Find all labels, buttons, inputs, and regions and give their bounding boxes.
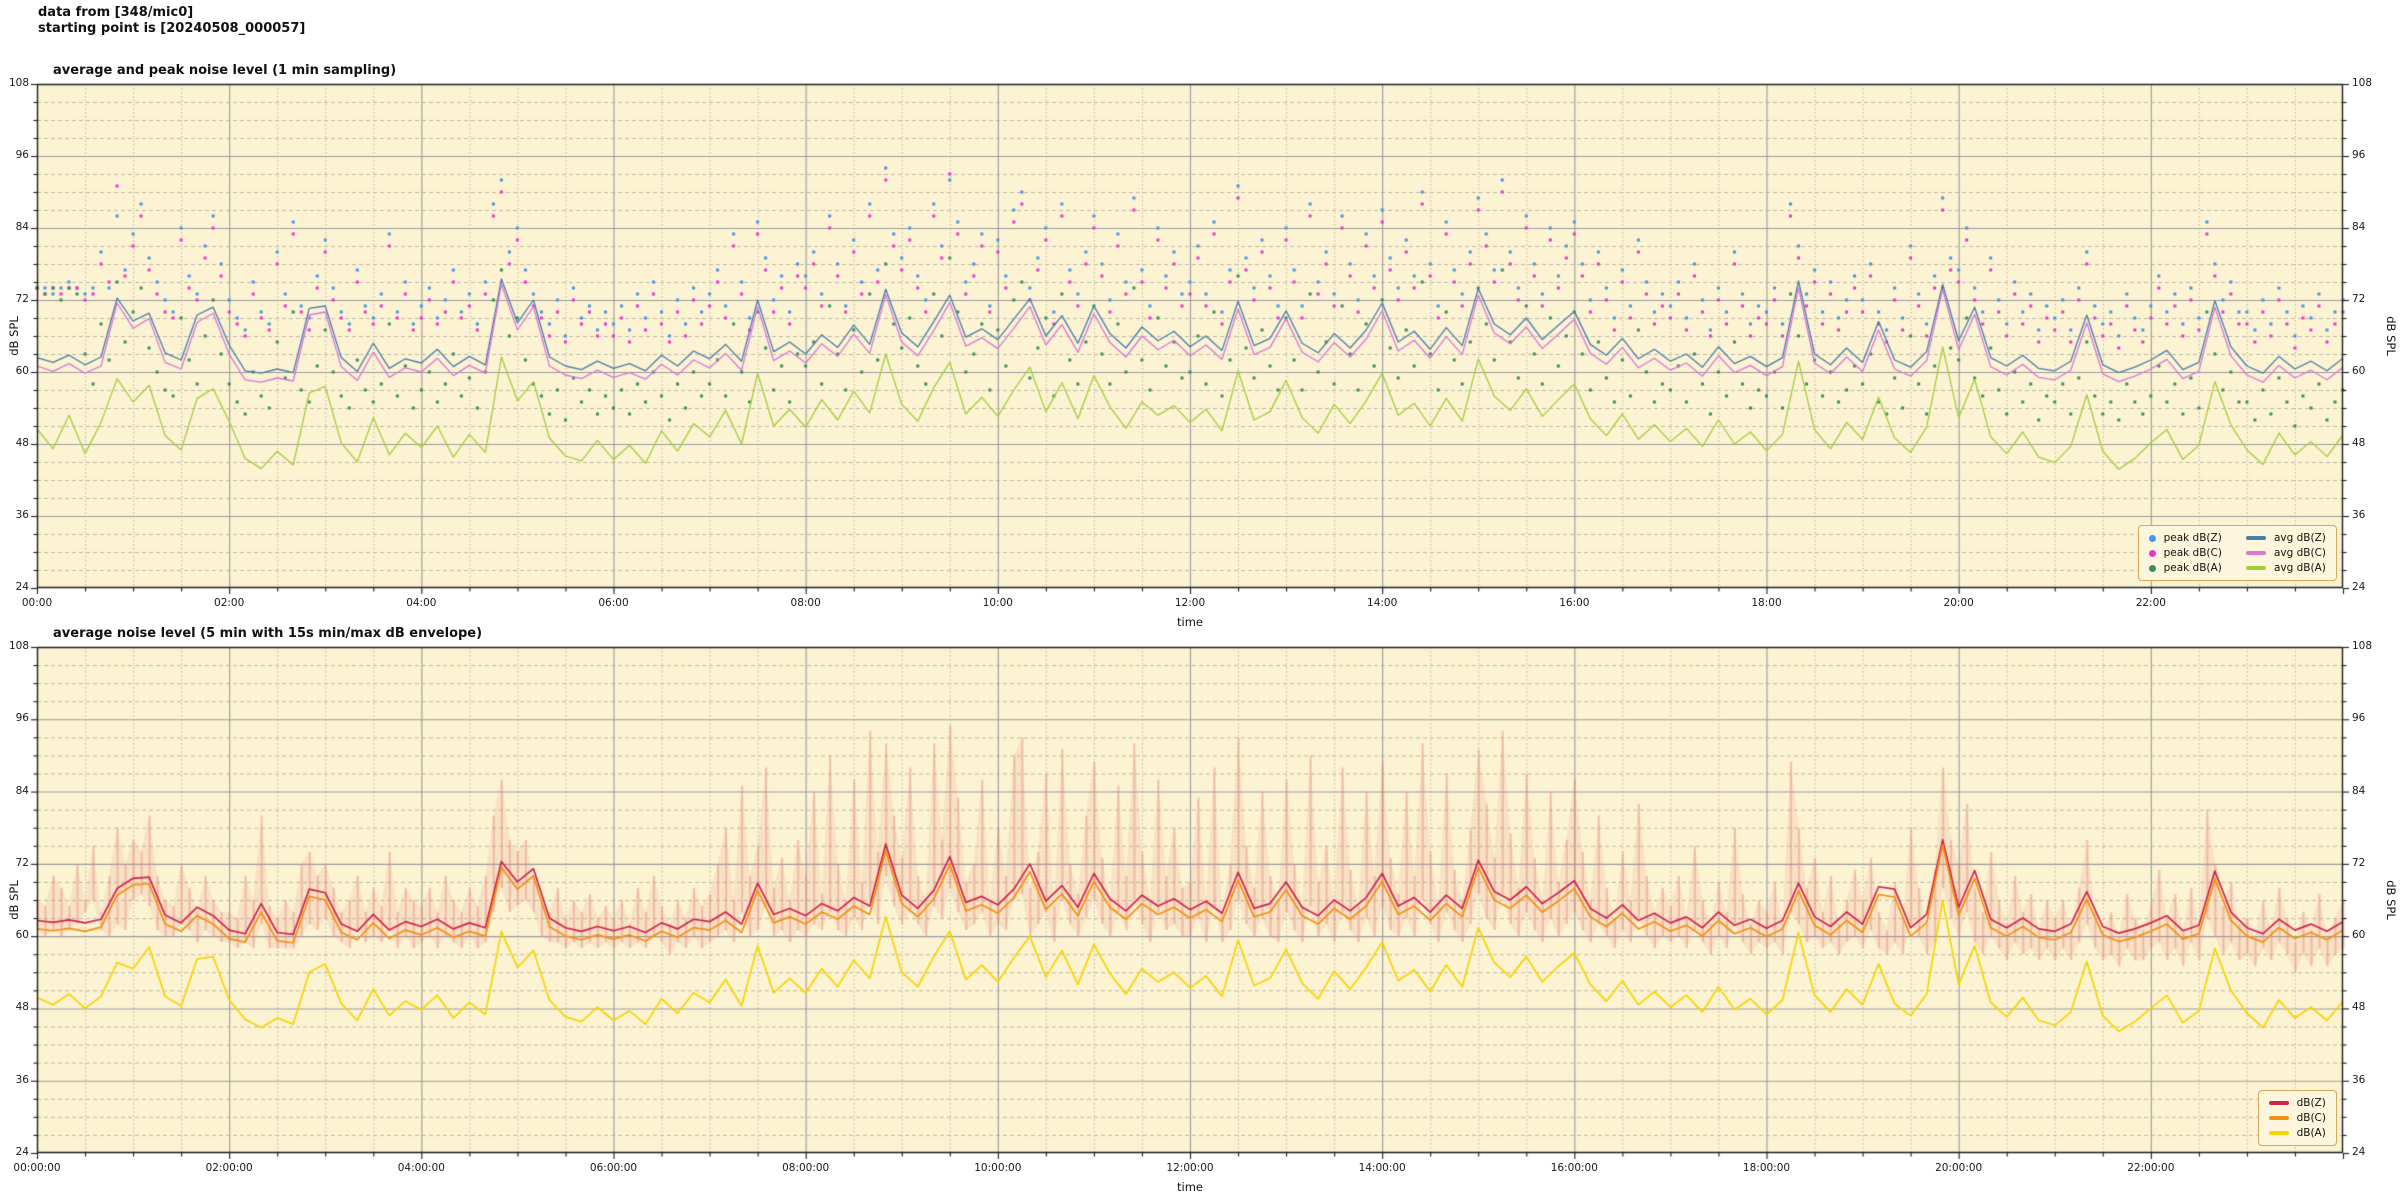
x-tick-label: 18:00:00 [1742, 1162, 1791, 1174]
y-tick-label: 36 [15, 1073, 29, 1086]
y-tick-label: 48 [2352, 1001, 2366, 1014]
y-tick-label: 96 [2352, 712, 2366, 725]
legend-line-marker [2268, 1131, 2289, 1135]
y-tick-label: 96 [2352, 149, 2366, 161]
x-tick-label: 10:00 [982, 597, 1013, 609]
x-tick-label: 04:00 [406, 597, 437, 609]
legend: peak dB(Z) peak dB(C) peak dB(A) avg dB(Z) a… [2137, 525, 2337, 581]
y-tick-label: 60 [2352, 929, 2366, 942]
chart-canvas [21, 68, 2359, 604]
x-tick-label: 20:00:00 [1935, 1162, 1983, 1174]
y-tick-label: 108 [8, 77, 29, 89]
x-tick-label: 10:00:00 [974, 1162, 1022, 1174]
x-tick-label: 18:00 [1751, 597, 1782, 609]
x-tick-label: 02:00:00 [205, 1162, 253, 1174]
ylabel-right: dB SPL [2384, 316, 2398, 356]
y-tick-label: 48 [2352, 437, 2366, 449]
y-tick-label: 84 [2352, 221, 2366, 233]
legend-item: dB(Z) [2268, 1096, 2326, 1110]
legend-item-label: avg dB(A) [2273, 562, 2326, 574]
legend-item-label: peak dB(A) [2163, 562, 2222, 574]
y-tick-label: 84 [15, 784, 29, 797]
x-tick-label: 16:00 [1559, 597, 1590, 609]
legend-item: dB(C) [2268, 1111, 2326, 1125]
legend-item: peak dB(C) [2148, 546, 2222, 560]
y-tick-label: 24 [2352, 1146, 2366, 1158]
legend-line-marker [2245, 551, 2266, 555]
y-tick-label: 72 [2352, 293, 2366, 305]
legend-line-marker [2245, 566, 2266, 570]
y-tick-label: 60 [2352, 365, 2366, 377]
legend-item-label: avg dB(Z) [2273, 532, 2326, 544]
x-tick-label: 04:00:00 [397, 1162, 445, 1174]
legend-line-marker [2268, 1101, 2289, 1105]
x-tick-label: 12:00 [1174, 597, 1206, 609]
y-tick-label: 60 [15, 929, 29, 942]
x-tick-label: 14:00 [1367, 597, 1398, 609]
x-tick-label: 00:00 [21, 597, 53, 609]
x-tick-label: 16:00:00 [1550, 1162, 1598, 1174]
legend-item: avg dB(C) [2245, 546, 2326, 560]
y-tick-label: 36 [15, 509, 29, 521]
x-tick-label: 22:00:00 [2127, 1162, 2175, 1174]
xlabel: time [1177, 1180, 1203, 1194]
x-tick-label: 22:00 [2135, 597, 2166, 609]
legend-item: peak dB(A) [2148, 561, 2222, 575]
y-tick-label: 48 [15, 437, 29, 449]
legend-item: avg dB(A) [2245, 561, 2326, 575]
header-line2: starting point is [20240508_000057] [38, 21, 306, 36]
legend-item-label: peak dB(C) [2163, 547, 2222, 559]
y-tick-label: 24 [2352, 581, 2366, 593]
legend-item-label: avg dB(C) [2273, 547, 2326, 559]
y-tick-label: 84 [2352, 784, 2366, 797]
legend-line-marker [2268, 1116, 2289, 1120]
y-tick-label: 72 [2352, 856, 2366, 869]
y-tick-label: 72 [15, 856, 29, 869]
legend-dot-marker [2148, 534, 2156, 542]
y-tick-label: 96 [15, 712, 29, 725]
y-tick-label: 108 [8, 640, 29, 652]
x-tick-label: 06:00 [598, 597, 629, 609]
legend-line-marker [2245, 536, 2266, 540]
y-tick-label: 96 [15, 149, 29, 161]
x-tick-label: 12:00:00 [1166, 1162, 1214, 1174]
legend-dot-marker [2148, 549, 2156, 557]
y-tick-label: 36 [2352, 509, 2366, 521]
legend-item-label: dB(C) [2296, 1112, 2326, 1124]
x-tick-label: 08:00 [790, 597, 821, 609]
legend-item-label: peak dB(Z) [2163, 532, 2222, 544]
legend-item: avg dB(Z) [2245, 531, 2326, 545]
header-line1: data from [348/mic0] [38, 5, 194, 20]
y-tick-label: 84 [15, 221, 29, 233]
ylabel-left: dB SPL [7, 316, 21, 356]
figure-header: data from [348/mic0] starting point is [… [38, 5, 305, 37]
ylabel-left: dB SPL [7, 880, 21, 920]
legend-dot-marker [2148, 564, 2156, 572]
y-tick-label: 36 [2352, 1073, 2366, 1086]
y-tick-label: 60 [15, 365, 29, 377]
legend-item-label: dB(Z) [2296, 1097, 2326, 1109]
y-tick-label: 48 [15, 1001, 29, 1014]
plot-area: peak dB(Z) peak dB(C) peak dB(A) avg dB(Z) a… [37, 84, 2343, 588]
xlabel: time [1177, 615, 1203, 629]
legend-item: dB(A) [2268, 1126, 2326, 1140]
ylabel-right: dB SPL [2384, 880, 2398, 920]
x-tick-label: 14:00:00 [1358, 1162, 1406, 1174]
x-tick-label: 02:00 [214, 597, 245, 609]
x-tick-label: 06:00:00 [589, 1162, 638, 1174]
y-tick-label: 24 [15, 1146, 29, 1158]
legend-item-label: dB(A) [2296, 1127, 2326, 1139]
legend: dB(Z) dB(C) dB(A) [2257, 1090, 2337, 1146]
plot-area: dB(Z) dB(C) dB(A) [37, 647, 2343, 1153]
chart-canvas [21, 631, 2359, 1169]
x-tick-label: 00:00:00 [13, 1162, 61, 1174]
y-tick-label: 24 [15, 581, 29, 593]
y-tick-label: 108 [2352, 640, 2373, 652]
x-tick-label: 08:00:00 [782, 1162, 830, 1174]
legend-item: peak dB(Z) [2148, 531, 2222, 545]
y-tick-label: 72 [15, 293, 29, 305]
x-tick-label: 20:00 [1943, 597, 1974, 609]
y-tick-label: 108 [2352, 77, 2373, 89]
